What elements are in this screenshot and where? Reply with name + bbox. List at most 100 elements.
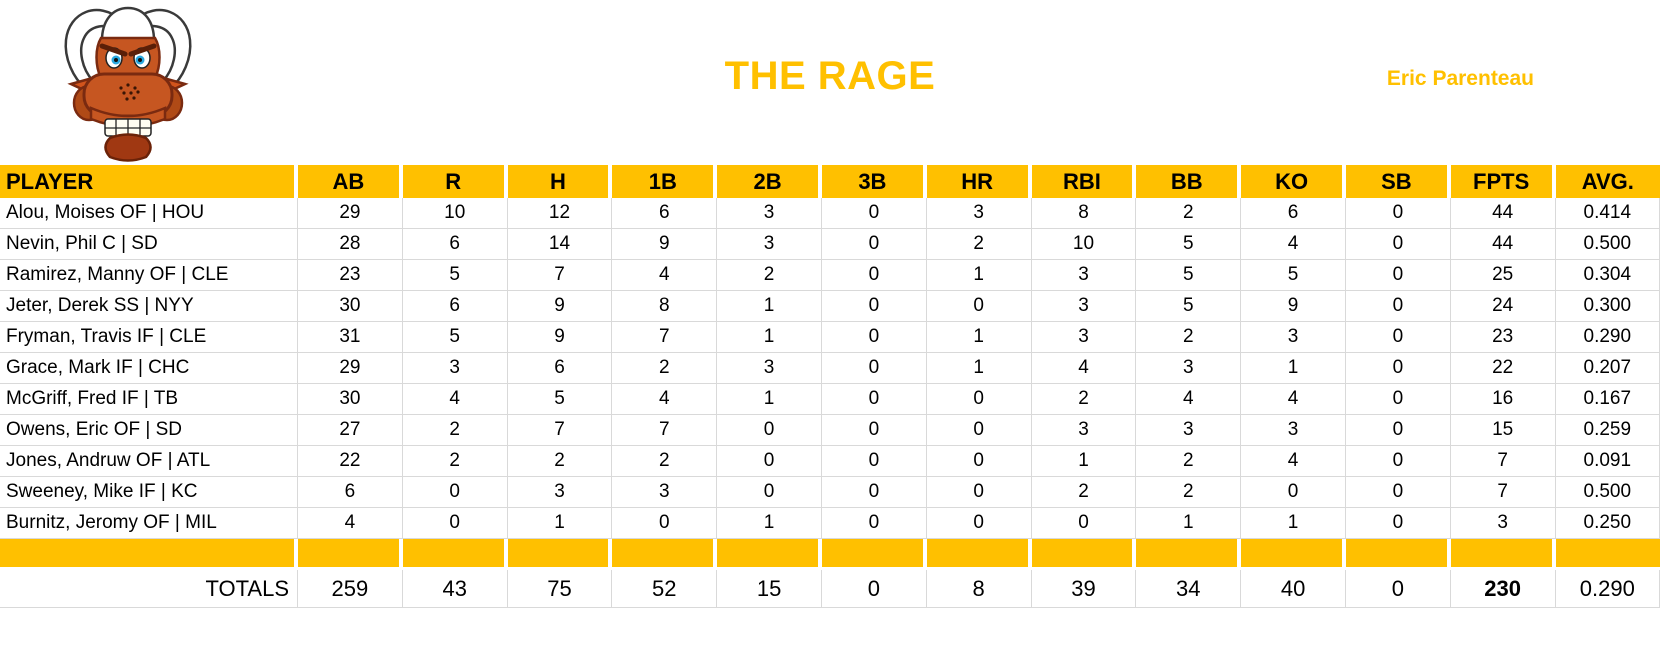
stat-cell-h[interactable]: 7 bbox=[507, 260, 613, 291]
stat-cell-ab[interactable]: 30 bbox=[298, 291, 403, 322]
stat-cell-1b[interactable]: 8 bbox=[612, 291, 718, 322]
stat-cell-ab[interactable]: 28 bbox=[298, 229, 403, 260]
stat-cell-ko[interactable]: 1 bbox=[1241, 353, 1346, 384]
stat-cell-fpts[interactable]: 7 bbox=[1450, 477, 1556, 508]
stat-cell-rbi[interactable]: 0 bbox=[1031, 508, 1137, 539]
totals-cell-rbi[interactable]: 39 bbox=[1031, 570, 1137, 608]
stat-cell-3b[interactable]: 0 bbox=[821, 353, 927, 384]
stat-cell-hr[interactable]: 1 bbox=[926, 322, 1032, 353]
stat-cell-r[interactable]: 4 bbox=[402, 384, 508, 415]
stat-cell-hr[interactable]: 0 bbox=[926, 415, 1032, 446]
stat-cell-ko[interactable]: 1 bbox=[1241, 508, 1346, 539]
stat-cell-h[interactable]: 1 bbox=[507, 508, 613, 539]
stat-cell-3b[interactable]: 0 bbox=[821, 291, 927, 322]
stat-cell-rbi[interactable]: 8 bbox=[1031, 198, 1137, 229]
stat-cell-bb[interactable]: 5 bbox=[1136, 291, 1242, 322]
stat-cell-ab[interactable]: 23 bbox=[298, 260, 403, 291]
stat-cell-ko[interactable]: 3 bbox=[1241, 322, 1346, 353]
stat-cell-bb[interactable]: 5 bbox=[1136, 260, 1242, 291]
stat-cell-hr[interactable]: 1 bbox=[926, 353, 1032, 384]
column-header-ko[interactable]: KO bbox=[1241, 165, 1346, 198]
stat-cell-r[interactable]: 10 bbox=[402, 198, 508, 229]
column-header-rbi[interactable]: RBI bbox=[1031, 165, 1137, 198]
stat-cell-3b[interactable]: 0 bbox=[821, 260, 927, 291]
stat-cell-fpts[interactable]: 44 bbox=[1450, 229, 1556, 260]
player-name-cell[interactable]: McGriff, Fred IF | TB bbox=[0, 384, 298, 415]
stat-cell-2b[interactable]: 3 bbox=[717, 198, 822, 229]
stat-cell-fpts[interactable]: 22 bbox=[1450, 353, 1556, 384]
stat-cell-fpts[interactable]: 25 bbox=[1450, 260, 1556, 291]
stat-cell-avg[interactable]: 0.300 bbox=[1555, 291, 1660, 322]
stat-cell-3b[interactable]: 0 bbox=[821, 508, 927, 539]
column-header-r[interactable]: R bbox=[402, 165, 508, 198]
stat-cell-3b[interactable]: 0 bbox=[821, 198, 927, 229]
column-header-fpts[interactable]: FPTS bbox=[1450, 165, 1556, 198]
stat-cell-2b[interactable]: 3 bbox=[717, 353, 822, 384]
stat-cell-ko[interactable]: 0 bbox=[1241, 477, 1346, 508]
stat-cell-r[interactable]: 2 bbox=[402, 446, 508, 477]
stat-cell-avg[interactable]: 0.290 bbox=[1555, 322, 1660, 353]
stat-cell-sb[interactable]: 0 bbox=[1345, 508, 1451, 539]
stat-cell-avg[interactable]: 0.414 bbox=[1555, 198, 1660, 229]
stat-cell-avg[interactable]: 0.250 bbox=[1555, 508, 1660, 539]
stat-cell-avg[interactable]: 0.500 bbox=[1555, 229, 1660, 260]
stat-cell-rbi[interactable]: 3 bbox=[1031, 260, 1137, 291]
player-name-cell[interactable]: Ramirez, Manny OF | CLE bbox=[0, 260, 298, 291]
stat-cell-sb[interactable]: 0 bbox=[1345, 415, 1451, 446]
stat-cell-1b[interactable]: 4 bbox=[612, 260, 718, 291]
stat-cell-3b[interactable]: 0 bbox=[821, 477, 927, 508]
stat-cell-ko[interactable]: 4 bbox=[1241, 446, 1346, 477]
stat-cell-sb[interactable]: 0 bbox=[1345, 198, 1451, 229]
player-name-cell[interactable]: Owens, Eric OF | SD bbox=[0, 415, 298, 446]
stat-cell-1b[interactable]: 9 bbox=[612, 229, 718, 260]
totals-cell-avg[interactable]: 0.290 bbox=[1555, 570, 1660, 608]
stat-cell-fpts[interactable]: 24 bbox=[1450, 291, 1556, 322]
column-header-h[interactable]: H bbox=[507, 165, 613, 198]
column-header-3b[interactable]: 3B bbox=[821, 165, 927, 198]
player-name-cell[interactable]: Grace, Mark IF | CHC bbox=[0, 353, 298, 384]
stat-cell-1b[interactable]: 2 bbox=[612, 446, 718, 477]
stat-cell-sb[interactable]: 0 bbox=[1345, 291, 1451, 322]
stat-cell-hr[interactable]: 3 bbox=[926, 198, 1032, 229]
stat-cell-ko[interactable]: 6 bbox=[1241, 198, 1346, 229]
stat-cell-fpts[interactable]: 7 bbox=[1450, 446, 1556, 477]
stat-cell-r[interactable]: 5 bbox=[402, 260, 508, 291]
stat-cell-3b[interactable]: 0 bbox=[821, 415, 927, 446]
stat-cell-bb[interactable]: 4 bbox=[1136, 384, 1242, 415]
stat-cell-h[interactable]: 5 bbox=[507, 384, 613, 415]
totals-cell-3b[interactable]: 0 bbox=[821, 570, 927, 608]
column-header-1b[interactable]: 1B bbox=[612, 165, 718, 198]
stat-cell-ko[interactable]: 5 bbox=[1241, 260, 1346, 291]
stat-cell-1b[interactable]: 2 bbox=[612, 353, 718, 384]
stat-cell-h[interactable]: 14 bbox=[507, 229, 613, 260]
totals-cell-bb[interactable]: 34 bbox=[1136, 570, 1242, 608]
player-name-cell[interactable]: Fryman, Travis IF | CLE bbox=[0, 322, 298, 353]
stat-cell-hr[interactable]: 0 bbox=[926, 384, 1032, 415]
stat-cell-h[interactable]: 9 bbox=[507, 322, 613, 353]
stat-cell-1b[interactable]: 7 bbox=[612, 415, 718, 446]
stat-cell-sb[interactable]: 0 bbox=[1345, 477, 1451, 508]
totals-cell-sb[interactable]: 0 bbox=[1345, 570, 1451, 608]
column-header-ab[interactable]: AB bbox=[298, 165, 403, 198]
stat-cell-2b[interactable]: 2 bbox=[717, 260, 822, 291]
stat-cell-2b[interactable]: 1 bbox=[717, 384, 822, 415]
stat-cell-1b[interactable]: 3 bbox=[612, 477, 718, 508]
totals-cell-h[interactable]: 75 bbox=[507, 570, 613, 608]
stat-cell-sb[interactable]: 0 bbox=[1345, 353, 1451, 384]
stat-cell-bb[interactable]: 5 bbox=[1136, 229, 1242, 260]
stat-cell-bb[interactable]: 2 bbox=[1136, 198, 1242, 229]
stat-cell-h[interactable]: 3 bbox=[507, 477, 613, 508]
stat-cell-2b[interactable]: 0 bbox=[717, 477, 822, 508]
stat-cell-2b[interactable]: 1 bbox=[717, 291, 822, 322]
stat-cell-2b[interactable]: 1 bbox=[717, 322, 822, 353]
stat-cell-3b[interactable]: 0 bbox=[821, 229, 927, 260]
stat-cell-2b[interactable]: 1 bbox=[717, 508, 822, 539]
stat-cell-rbi[interactable]: 2 bbox=[1031, 477, 1137, 508]
stat-cell-ab[interactable]: 27 bbox=[298, 415, 403, 446]
player-name-cell[interactable]: Jones, Andruw OF | ATL bbox=[0, 446, 298, 477]
totals-cell-r[interactable]: 43 bbox=[402, 570, 508, 608]
stat-cell-ab[interactable]: 30 bbox=[298, 384, 403, 415]
totals-cell-1b[interactable]: 52 bbox=[612, 570, 718, 608]
stat-cell-1b[interactable]: 4 bbox=[612, 384, 718, 415]
column-header-avg[interactable]: AVG. bbox=[1555, 165, 1660, 198]
